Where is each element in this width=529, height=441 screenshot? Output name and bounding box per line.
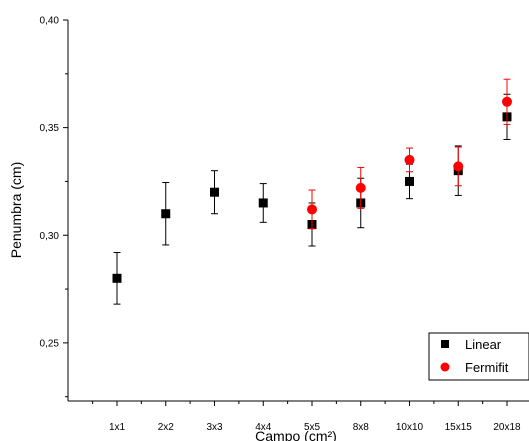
x-ticks: 1x1 2x2 3x3 4x4 5x5 8x8 10x10 15x15 20x18: [92, 401, 521, 433]
data-point-linear: [161, 209, 171, 219]
legend-marker-linear: [441, 340, 449, 348]
x-tick-label: 5x5: [304, 422, 321, 433]
x-tick-label: 1x1: [109, 422, 126, 433]
series-layer: [112, 78, 512, 305]
data-point-fermifit: [404, 154, 415, 165]
y-tick-label: 0,30: [40, 231, 60, 242]
data-point-fermifit: [453, 161, 464, 172]
legend-marker-fermifit: [440, 362, 450, 372]
y-tick-label: 0,40: [40, 16, 60, 27]
legend: Linear Fermifit: [428, 332, 529, 381]
legend-label-linear: Linear: [465, 337, 502, 352]
x-tick-label: 4x4: [255, 422, 272, 433]
x-tick-label: 20x18: [493, 422, 521, 433]
data-point-fermifit: [355, 182, 366, 193]
y-ticks: 0,25 0,30 0,35 0,40: [40, 16, 68, 398]
legend-label-fermifit: Fermifit: [465, 360, 509, 375]
x-tick-label: 8x8: [353, 422, 370, 433]
y-tick-label: 0,35: [40, 123, 60, 134]
data-point-fermifit: [307, 204, 317, 215]
data-point-fermifit: [502, 96, 512, 107]
data-point-linear: [258, 198, 268, 208]
x-tick-label: 15x15: [445, 422, 473, 433]
y-tick-label: 0,25: [40, 338, 60, 349]
data-point-linear: [405, 176, 414, 186]
data-point-linear: [112, 273, 122, 283]
data-point-linear: [210, 187, 219, 197]
y-axis-title: Penumbra (cm): [8, 162, 24, 258]
x-tick-label: 10x10: [396, 422, 424, 433]
x-axis-title: Campo (cm²): [255, 428, 337, 441]
x-tick-label: 3x3: [206, 422, 223, 433]
x-tick-label: 2x2: [158, 422, 175, 433]
